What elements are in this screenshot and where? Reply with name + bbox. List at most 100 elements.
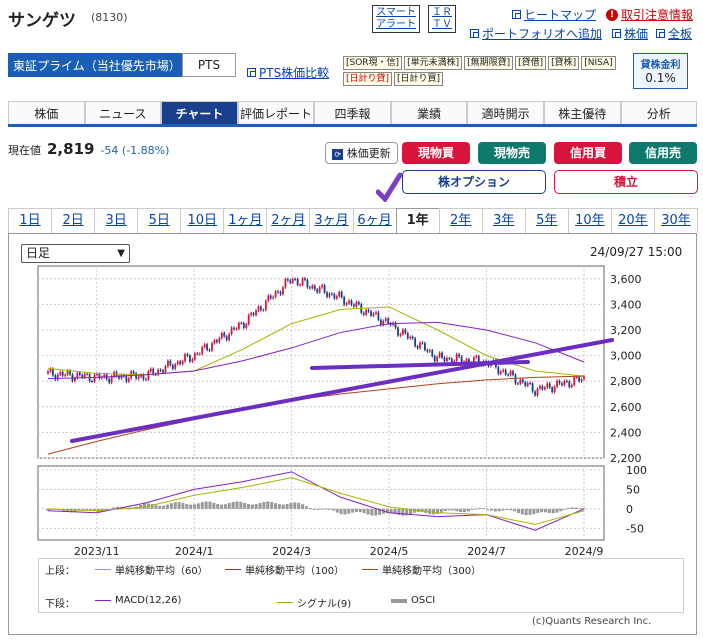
price-candle-body: [431, 350, 434, 357]
osci-bar: [289, 502, 293, 509]
osci-bar: [347, 508, 351, 514]
cash-buy-button[interactable]: 現物買: [402, 142, 470, 164]
period-1d[interactable]: 1日: [8, 208, 53, 233]
legend-swatch: [391, 598, 407, 603]
price-tick-label: 3,400: [610, 298, 642, 311]
price-candle-body: [357, 302, 360, 305]
period-20y[interactable]: 20年: [610, 208, 655, 233]
tab-earnings[interactable]: 業績: [390, 101, 468, 124]
tab-analysis[interactable]: 分析: [620, 101, 698, 124]
price-candle-body: [477, 356, 480, 364]
ir-tv-button[interactable]: ＩＲ ＴＶ: [428, 5, 456, 33]
price-candle-body: [162, 370, 164, 373]
board-link[interactable]: 全板: [656, 25, 692, 42]
price-candle-body: [367, 310, 370, 312]
period-6m[interactable]: 6ヶ月: [352, 208, 397, 233]
period-1m[interactable]: 1ヶ月: [223, 208, 268, 233]
price-candle-body: [255, 310, 257, 316]
period-3d[interactable]: 3日: [94, 208, 139, 233]
tab-shareholder-benefits[interactable]: 株主優待: [543, 101, 621, 124]
osci-bar: [200, 502, 204, 509]
price-candle-body: [154, 374, 157, 376]
current-price-label: 現在値: [8, 144, 41, 157]
pts-compare-link[interactable]: PTS株価比較: [247, 64, 329, 81]
x-tick-label: 2024/3: [272, 545, 311, 558]
price-candle-body: [446, 358, 448, 362]
margin-sell-button[interactable]: 信用売: [629, 142, 697, 164]
external-window-icon: [656, 29, 665, 38]
osci-bar: [92, 508, 96, 512]
price-candle-body: [250, 313, 253, 316]
legend-upper-label: 上段：: [45, 566, 75, 577]
osci-bar: [439, 508, 443, 513]
period-1y[interactable]: 1年: [395, 208, 440, 233]
market-tab-tse-prime[interactable]: 東証プライム（当社優先市場）: [8, 53, 182, 77]
stock-chart: 3,600 3,400 3,200 3,000 2,800 2,600 2,400 2,200…: [37, 265, 647, 558]
ir-tv-line2: ＴＶ: [432, 19, 452, 30]
tab-stock-price[interactable]: 株価: [8, 101, 85, 124]
heatmap-label: ヒートマップ: [524, 8, 597, 22]
price-candle-body: [575, 376, 578, 378]
period-10y[interactable]: 10年: [567, 208, 612, 233]
osci-bar: [374, 508, 378, 516]
price-candle-body: [424, 343, 426, 350]
price-candle-body: [448, 358, 451, 360]
period-30y[interactable]: 30年: [653, 208, 698, 233]
tab-chart[interactable]: チャート: [161, 101, 238, 124]
price-candle-body: [397, 327, 399, 336]
margin-caution-link[interactable]: ! 取引注意情報: [606, 6, 693, 23]
tab-news[interactable]: ニュース: [84, 101, 162, 124]
stock-option-button[interactable]: 株オプション: [402, 170, 546, 194]
interval-select[interactable]: 日足 ▼: [21, 244, 130, 263]
price-candle-body: [242, 323, 245, 328]
period-3m[interactable]: 3ヶ月: [309, 208, 354, 233]
osci-bar: [555, 508, 559, 513]
price-candle-body: [61, 372, 64, 376]
price-candle-body: [301, 278, 304, 285]
price-candle-body: [504, 369, 507, 375]
price-update-label: 株価更新: [346, 147, 391, 160]
osci-bar: [258, 502, 262, 509]
price-candle-body: [389, 323, 392, 326]
price-candle-body: [233, 327, 235, 330]
price-candle-body: [223, 332, 226, 337]
margin-buy-button[interactable]: 信用買: [554, 142, 622, 164]
legend-macd: MACD(12,26): [95, 595, 181, 606]
tag-indefinite: [無期限貸]: [464, 56, 514, 70]
stock-price-link[interactable]: 株価: [612, 25, 648, 42]
period-3y[interactable]: 3年: [481, 208, 526, 233]
price-candle-body: [110, 376, 113, 383]
price-candle-body: [103, 374, 106, 377]
external-window-icon: [247, 68, 256, 77]
price-candle-body: [443, 357, 446, 362]
cash-sell-button[interactable]: 現物売: [478, 142, 546, 164]
price-candle-body: [86, 373, 89, 375]
price-candle-body: [169, 360, 172, 366]
smart-alert-button[interactable]: スマート アラート: [372, 5, 420, 33]
copyright: (c)Quants Research Inc.: [532, 616, 652, 627]
tsumitate-button[interactable]: 積立: [554, 170, 698, 194]
price-candle-body: [132, 371, 135, 374]
price-candle-body: [509, 371, 512, 376]
osci-bar: [69, 508, 73, 513]
osci-bar: [570, 507, 574, 509]
heatmap-link[interactable]: ヒートマップ: [512, 6, 596, 23]
tab-shikiho[interactable]: 四季報: [314, 101, 391, 124]
price-candle-body: [59, 372, 62, 375]
osci-bar: [486, 508, 490, 510]
x-tick-label: 2023/11: [74, 545, 120, 558]
price-candle-body: [167, 360, 169, 367]
osci-bar: [166, 504, 170, 509]
price-candle-body: [100, 376, 103, 379]
period-2d[interactable]: 2日: [51, 208, 96, 233]
period-5y[interactable]: 5年: [524, 208, 569, 233]
lending-rate-box[interactable]: 貸株金利 0.1%: [633, 53, 688, 89]
legend-swatch: [95, 600, 111, 601]
price-update-button[interactable]: ⟳ 株価更新: [325, 142, 398, 164]
price-candle-body: [228, 334, 231, 341]
market-tab-pts[interactable]: PTS: [182, 53, 236, 77]
price-candle-body: [186, 354, 189, 356]
portfolio-add-link[interactable]: ポートフォリオへ追加: [470, 25, 602, 42]
tab-rating-report[interactable]: 評価レポート: [237, 101, 315, 124]
tab-disclosure[interactable]: 適時開示: [467, 101, 544, 124]
